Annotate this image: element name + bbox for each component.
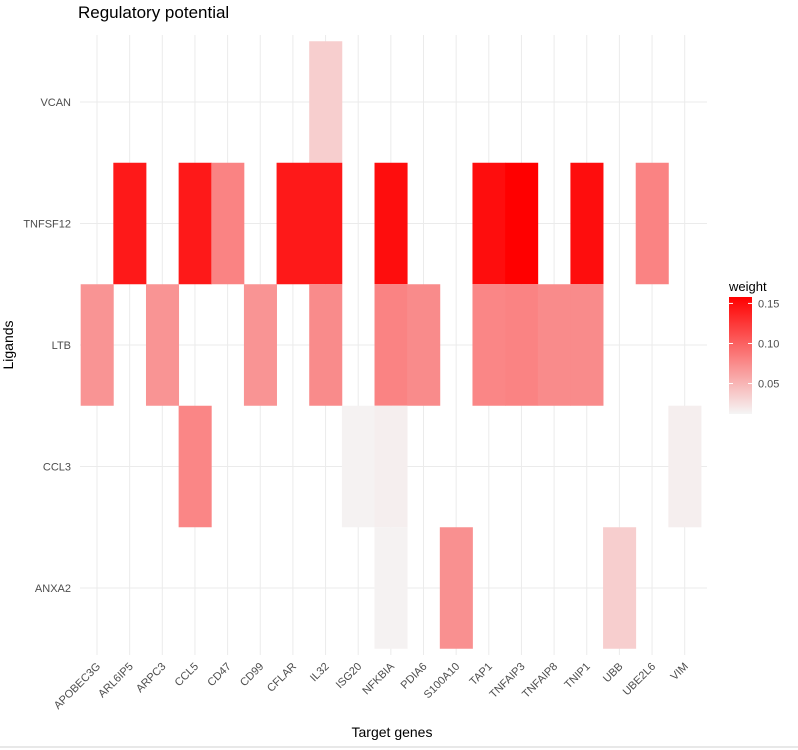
x-tick-label: UBB: [601, 661, 625, 685]
y-axis-title: Ligands: [0, 320, 16, 369]
heatmap-cell-ltb-arpc3: [145, 284, 180, 406]
heatmap-cell-ltb-il32: [309, 284, 343, 406]
heatmap-cell-tnfsf12-il32: [309, 162, 343, 285]
heatmap-cell-tnfsf12-cflar: [276, 162, 310, 285]
heatmap-cell-ltb-tnfaip8: [537, 284, 571, 406]
heatmap-cell-tnfsf12-ccl5: [178, 162, 212, 285]
x-tick-label: PDIA6: [399, 661, 430, 692]
heatmap-cell-anxa2-ubb: [603, 527, 637, 649]
legend-colorbar: [729, 297, 752, 414]
x-tick-label: S100A10: [422, 661, 462, 701]
heatmap-cell-tnfsf12-tap1: [472, 162, 506, 285]
heatmap-cell-vcan-il32: [309, 41, 343, 163]
x-tick-label: VIM: [669, 661, 691, 683]
heatmap-cell-ccl3-nfkbia: [374, 405, 408, 528]
x-tick-label: CFLAR: [265, 661, 299, 695]
heatmap-cell-tnfsf12-ube2l6: [635, 162, 669, 285]
color-legend: weight 0.05 0.10 0.15: [728, 279, 779, 414]
heatmap-cell-ltb-tap1: [472, 284, 506, 406]
x-tick-label: TAP1: [468, 661, 495, 688]
heatmap-cell-ltb-apobec3g: [80, 284, 114, 406]
x-tick-label: CD47: [205, 661, 233, 689]
x-tick-label: ARL6IP5: [96, 661, 136, 701]
x-tick-label: TNIP1: [562, 661, 593, 692]
legend-tick-label: 0.05: [758, 379, 779, 391]
heatmap-cell-ltb-cd99: [243, 284, 277, 406]
chart-title: Regulatory potential: [78, 3, 229, 22]
heatmap-cell-ltb-pdia6: [407, 284, 441, 406]
y-tick-label: CCL3: [43, 462, 71, 474]
heatmap-cell-ccl3-vim: [668, 405, 702, 528]
x-tick-label: NFKBIA: [360, 660, 397, 697]
x-tick-label: ARPC3: [134, 661, 168, 695]
legend-tick-label: 0.10: [758, 338, 779, 350]
y-tick-label: VCAN: [40, 97, 71, 109]
y-tick-label: LTB: [52, 340, 71, 352]
heatmap-cell-tnfsf12-tnip1: [570, 162, 604, 285]
heatmap-cells: [80, 41, 702, 649]
x-tick-label: TNFAIP8: [520, 661, 560, 701]
heatmap-cell-ltb-nfkbia: [374, 284, 408, 406]
heatmap-cell-ltb-tnip1: [570, 284, 604, 406]
y-axis-ticks: VCAN TNFSF12 LTB CCL3 ANXA2: [23, 97, 71, 595]
heatmap-cell-anxa2-s100a10: [439, 527, 473, 649]
x-tick-label: CCL5: [173, 661, 201, 689]
x-tick-label: IL32: [308, 661, 332, 685]
legend-title: weight: [728, 279, 767, 294]
x-axis-title: Target genes: [352, 724, 433, 740]
x-tick-label: CD99: [238, 661, 266, 689]
heatmap-cell-ltb-tnfaip3: [505, 284, 539, 406]
x-tick-label: UBE2L6: [621, 661, 658, 698]
heatmap-cell-ccl3-ccl5: [178, 405, 212, 528]
heatmap-cell-tnfsf12-arl6ip5: [113, 162, 147, 285]
legend-tick-label: 0.15: [758, 298, 779, 310]
heatmap-cell-tnfsf12-tnfaip3: [505, 162, 539, 285]
heatmap-cell-tnfsf12-cd47: [211, 162, 245, 285]
y-tick-label: TNFSF12: [23, 219, 71, 231]
y-tick-label: ANXA2: [35, 583, 71, 595]
x-tick-label: APOBEC3G: [52, 661, 103, 712]
x-tick-label: ISG20: [334, 661, 365, 692]
heatmap-cell-anxa2-nfkbia: [374, 527, 408, 649]
heatmap-cell-tnfsf12-nfkbia: [374, 162, 408, 285]
heatmap-cell-ccl3-isg20: [341, 405, 375, 528]
